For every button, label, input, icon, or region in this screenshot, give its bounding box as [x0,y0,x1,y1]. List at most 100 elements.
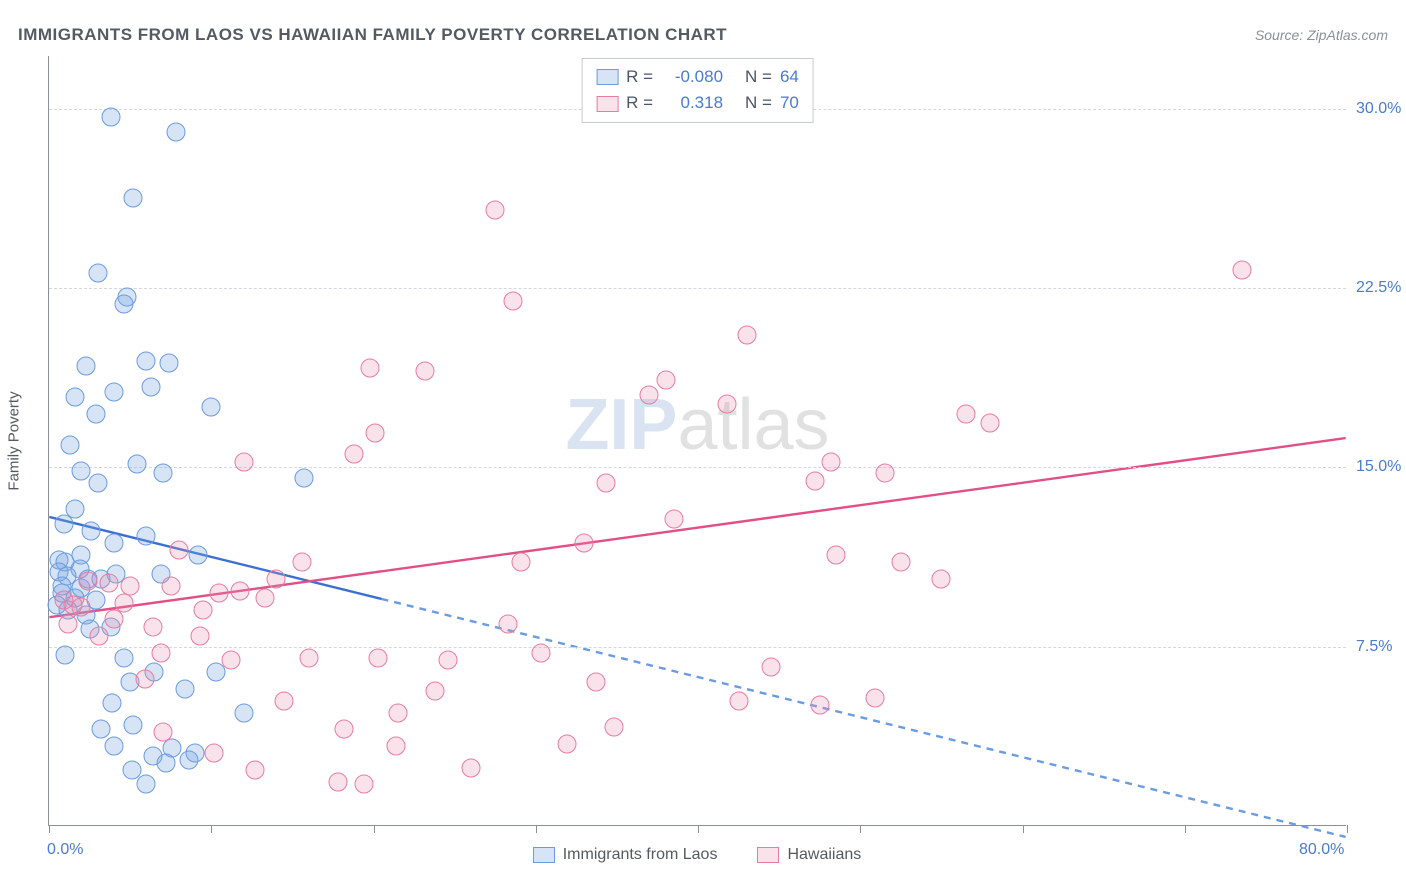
data-point [54,514,73,533]
data-point [114,593,133,612]
data-point [104,610,123,629]
data-point [54,591,73,610]
data-point [354,775,373,794]
data-point [805,471,824,490]
data-point [101,108,120,127]
data-point [267,569,286,588]
data-point [114,294,133,313]
x-tick [211,825,212,833]
data-point [137,352,156,371]
data-point [166,122,185,141]
data-point [586,672,605,691]
data-point [87,404,106,423]
x-tick [536,825,537,833]
data-point [91,720,110,739]
data-point [640,385,659,404]
x-tick [860,825,861,833]
data-point [202,397,221,416]
data-point [664,509,683,528]
data-point [153,722,172,741]
data-point [77,356,96,375]
data-point [335,720,354,739]
data-point [143,617,162,636]
data-point [104,383,123,402]
data-point [531,643,550,662]
data-point [186,744,205,763]
data-point [891,552,910,571]
legend-row-laos: R = -0.080 N = 64 [596,64,799,90]
legend-item-laos: Immigrants from Laos [533,846,718,864]
data-point [596,474,615,493]
data-point [369,648,388,667]
data-point [135,670,154,689]
data-point [231,581,250,600]
data-point [151,643,170,662]
swatch-laos-icon [533,847,555,863]
data-point [169,541,188,560]
data-point [387,737,406,756]
legend-label-laos: Immigrants from Laos [563,846,718,864]
data-point [822,452,841,471]
data-point [210,584,229,603]
data-point [82,521,101,540]
data-point [275,691,294,710]
scatter-plot: ZIPatlas R = -0.080 N = 64 R = 0.318 N =… [48,56,1346,826]
data-point [875,464,894,483]
y-tick-label: 22.5% [1356,279,1406,297]
data-point [255,588,274,607]
data-point [388,703,407,722]
data-point [826,545,845,564]
data-point [104,737,123,756]
data-point [153,464,172,483]
legend-correlation: R = -0.080 N = 64 R = 0.318 N = 70 [581,58,814,123]
data-point [246,761,265,780]
data-point [88,474,107,493]
data-point [127,454,146,473]
data-point [932,569,951,588]
data-point [124,189,143,208]
y-tick-label: 7.5% [1356,638,1406,656]
legend-label-hawaiians: Hawaiians [787,846,861,864]
data-point [65,387,84,406]
data-point [345,445,364,464]
x-tick [1185,825,1186,833]
gridline [49,288,1346,289]
data-point [56,646,75,665]
data-point [328,772,347,791]
y-tick-label: 30.0% [1356,100,1406,118]
data-point [865,689,884,708]
data-point [718,395,737,414]
x-tick [698,825,699,833]
data-point [88,263,107,282]
data-point [575,533,594,552]
data-point [104,533,123,552]
data-point [416,361,435,380]
data-point [439,651,458,670]
data-point [221,651,240,670]
data-point [59,615,78,634]
y-tick-label: 15.0% [1356,458,1406,476]
data-point [61,435,80,454]
page-title: IMMIGRANTS FROM LAOS VS HAWAIIAN FAMILY … [18,25,727,45]
data-point [234,452,253,471]
data-point [512,552,531,571]
data-point [737,325,756,344]
data-point [137,775,156,794]
data-point [156,753,175,772]
swatch-hawaiians [596,96,618,112]
data-point [114,648,133,667]
data-point [656,371,675,390]
data-point [557,734,576,753]
data-point [103,694,122,713]
data-point [981,414,1000,433]
data-point [299,648,318,667]
watermark: ZIPatlas [565,384,829,466]
data-point [461,758,480,777]
data-point [194,600,213,619]
x-tick [1347,825,1348,833]
data-point [366,423,385,442]
data-point [426,682,445,701]
data-point [161,576,180,595]
data-point [294,469,313,488]
gridline [49,647,1346,648]
